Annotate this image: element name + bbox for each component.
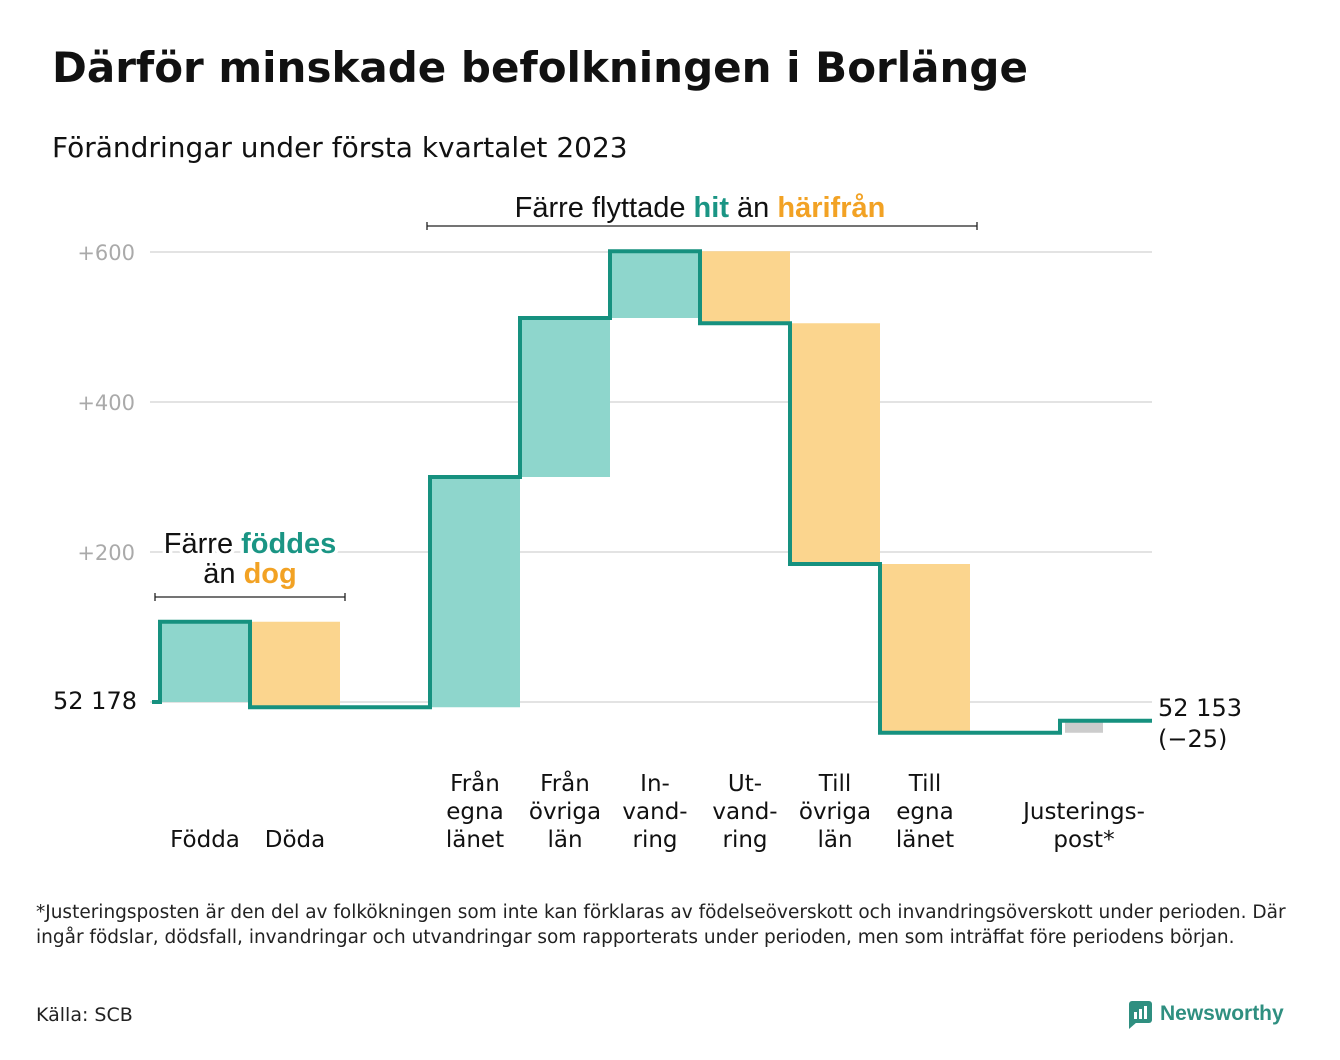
category-label: övriga bbox=[529, 799, 601, 825]
category-label: Från bbox=[540, 769, 590, 797]
annotation-word: Färre flyttade bbox=[515, 192, 686, 224]
category-label: In- bbox=[640, 771, 670, 797]
running-total-line bbox=[152, 249, 1152, 735]
category-label: vand- bbox=[622, 799, 687, 825]
y-tick-label: +400 bbox=[77, 391, 135, 415]
annotation-highlight-teal: hit bbox=[694, 192, 730, 224]
births-bracket bbox=[154, 593, 346, 601]
waterfall-bar bbox=[160, 621, 250, 702]
waterfall-bar bbox=[520, 318, 610, 477]
waterfall-bar bbox=[610, 251, 700, 318]
category-label: län bbox=[817, 827, 852, 853]
category-label: övriga bbox=[799, 799, 871, 825]
chart-subtitle: Förändringar under första kvartalet 2023 bbox=[52, 131, 628, 164]
category-label: Ut- bbox=[728, 771, 762, 797]
waterfall-bar bbox=[700, 251, 790, 324]
waterfall-bar bbox=[790, 323, 880, 564]
newsworthy-logo-icon bbox=[1129, 1001, 1152, 1029]
category-label: post* bbox=[1053, 827, 1114, 853]
waterfall-bars bbox=[160, 251, 1103, 733]
category-label: Döda bbox=[265, 827, 325, 853]
logo-bar bbox=[1134, 1012, 1137, 1019]
brand-name: Newsworthy bbox=[1160, 1002, 1284, 1025]
births-annotation: Färre föddes än dog bbox=[154, 525, 346, 601]
category-label: Födda bbox=[170, 827, 240, 853]
migration-bracket bbox=[426, 222, 978, 230]
category-label: Till bbox=[908, 771, 942, 797]
births-annotation-line-2: än dog bbox=[203, 558, 296, 590]
category-labels: Födda DödaFrånegnalänetFrånövrigalänIn-va… bbox=[170, 769, 1145, 853]
waterfall-bar bbox=[1065, 720, 1103, 733]
waterfall-chart: +200+400+600 Födda DödaFrånegnalänetFrånö… bbox=[53, 189, 1242, 853]
y-tick-label: +200 bbox=[77, 541, 135, 565]
migration-annotation-text: Färre flyttade hit än härifrån bbox=[515, 192, 886, 224]
annotation-word: än bbox=[737, 192, 769, 224]
births-annotation-line-1: Färre föddes bbox=[164, 528, 336, 560]
category-label: Justerings- bbox=[1021, 799, 1145, 825]
category-label: Från bbox=[450, 769, 500, 797]
waterfall-bar bbox=[430, 477, 520, 708]
waterfall-bar bbox=[880, 564, 970, 733]
migration-annotation: Färre flyttade hit än härifrån bbox=[426, 189, 978, 230]
logo-speech-tail bbox=[1129, 1019, 1137, 1029]
y-tick-label: +600 bbox=[77, 241, 135, 265]
category-label: länet bbox=[446, 827, 504, 853]
source-label: Källa: SCB bbox=[36, 1004, 133, 1026]
category-label: ring bbox=[722, 827, 767, 853]
category-label: egna bbox=[896, 799, 953, 825]
end-change-label: (−25) bbox=[1158, 725, 1227, 753]
category-label: egna bbox=[446, 799, 503, 825]
category-label: vand- bbox=[712, 799, 777, 825]
footnote: *Justeringsposten är den del av folkökni… bbox=[36, 902, 1286, 948]
category-label: Till bbox=[818, 771, 852, 797]
annotation-highlight-teal: föddes bbox=[241, 528, 336, 560]
y-axis-tick-labels: +200 +400 +600 bbox=[77, 241, 135, 565]
annotation-word: Färre bbox=[164, 528, 233, 560]
chart-title: Därför minskade befolkningen i Borlänge bbox=[52, 43, 1028, 92]
end-value-label: 52 153 bbox=[1158, 694, 1242, 722]
annotation-highlight-orange: dog bbox=[244, 558, 297, 590]
logo-bar bbox=[1144, 1006, 1147, 1019]
start-value-label: 52 178 bbox=[53, 687, 137, 715]
annotation-highlight-orange: härifrån bbox=[777, 192, 885, 224]
newsworthy-logo: Newsworthy bbox=[1128, 997, 1284, 1031]
category-label: länet bbox=[896, 827, 954, 853]
logo-bar bbox=[1139, 1009, 1142, 1019]
annotation-word: än bbox=[203, 558, 235, 590]
category-label: län bbox=[547, 827, 582, 853]
running-total-step-line bbox=[152, 249, 1152, 735]
category-label: ring bbox=[632, 827, 677, 853]
waterfall-bar bbox=[250, 621, 340, 708]
